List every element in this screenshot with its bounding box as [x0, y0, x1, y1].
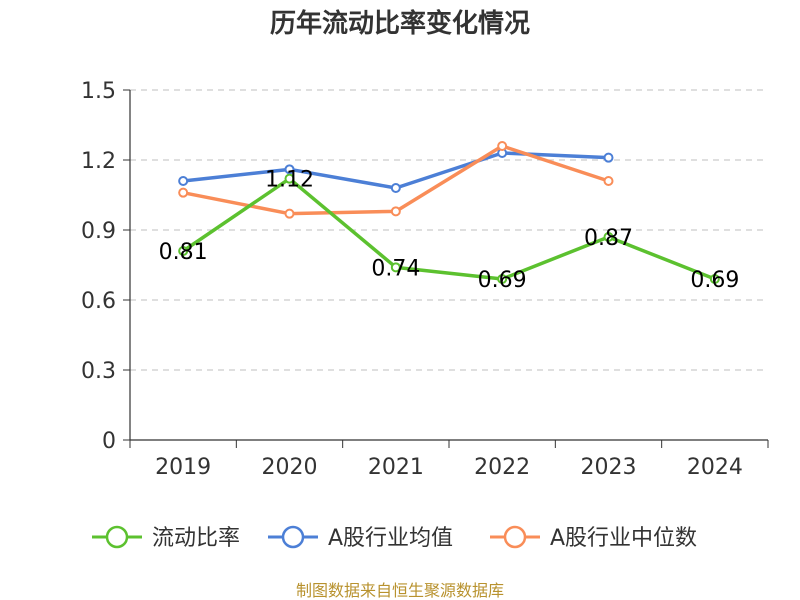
legend-marker [105, 525, 129, 549]
legend-marker [503, 525, 527, 549]
y-tick-label: 0.9 [81, 219, 116, 244]
data-label: 0.69 [690, 268, 739, 293]
data-point [709, 274, 720, 284]
data-label: 1.12 [265, 168, 314, 193]
data-point [603, 152, 614, 163]
series-line-0 [182, 176, 716, 281]
data-labels: 0.81 1.12 0.74 0.69 0.87 0.69 [159, 168, 740, 293]
series-lines [178, 141, 720, 284]
source-note: 制图数据来自恒生聚源数据库 [296, 581, 504, 600]
data-label: 0.81 [159, 240, 208, 265]
y-tick-label: 1.2 [81, 149, 116, 174]
x-tick-label: 2021 [368, 455, 424, 480]
data-point [497, 274, 508, 284]
y-tick-label: 0.3 [81, 359, 116, 384]
data-point [178, 187, 189, 198]
y-tick-label: 1.5 [81, 79, 116, 104]
data-point [603, 176, 614, 186]
data-point [390, 183, 401, 193]
legend-item-2[interactable]: A股行业中位数 [490, 525, 697, 551]
legend-item-1[interactable]: A股行业均值 [268, 525, 453, 551]
data-point [390, 262, 401, 273]
legend-marker [281, 525, 305, 549]
data-point [178, 246, 189, 256]
legend-label: A股行业中位数 [550, 526, 697, 551]
data-label: 0.69 [478, 268, 527, 293]
legend-item-0[interactable]: 流动比率 [92, 525, 240, 551]
x-tick-label: 2020 [262, 455, 318, 480]
data-label: 0.74 [371, 256, 420, 281]
y-tick-label: 0.6 [81, 289, 116, 314]
data-point [178, 176, 189, 186]
grid-lines [130, 89, 768, 371]
x-tick-label: 2022 [474, 455, 530, 480]
data-point [284, 164, 295, 175]
x-tick-label: 2024 [687, 455, 743, 480]
data-label: 0.87 [584, 226, 633, 251]
data-point [284, 173, 295, 184]
legend-label: 流动比率 [152, 526, 240, 551]
data-point [603, 232, 614, 242]
data-point [497, 141, 508, 151]
chart-title: 历年流动比率变化情况 [270, 8, 530, 39]
data-point [390, 206, 401, 217]
legend: 流动比率 A股行业均值 A股行业中位数 [92, 525, 697, 551]
data-point [284, 208, 295, 219]
y-tick-label: 0 [102, 429, 116, 454]
x-tick-label: 2019 [155, 455, 211, 480]
legend-label: A股行业均值 [328, 526, 453, 551]
x-tick-label: 2023 [581, 455, 637, 480]
axes: 0 0.3 0.6 0.9 1.2 1.5 2019 2020 2021 2022 2023 2024 [81, 79, 769, 480]
